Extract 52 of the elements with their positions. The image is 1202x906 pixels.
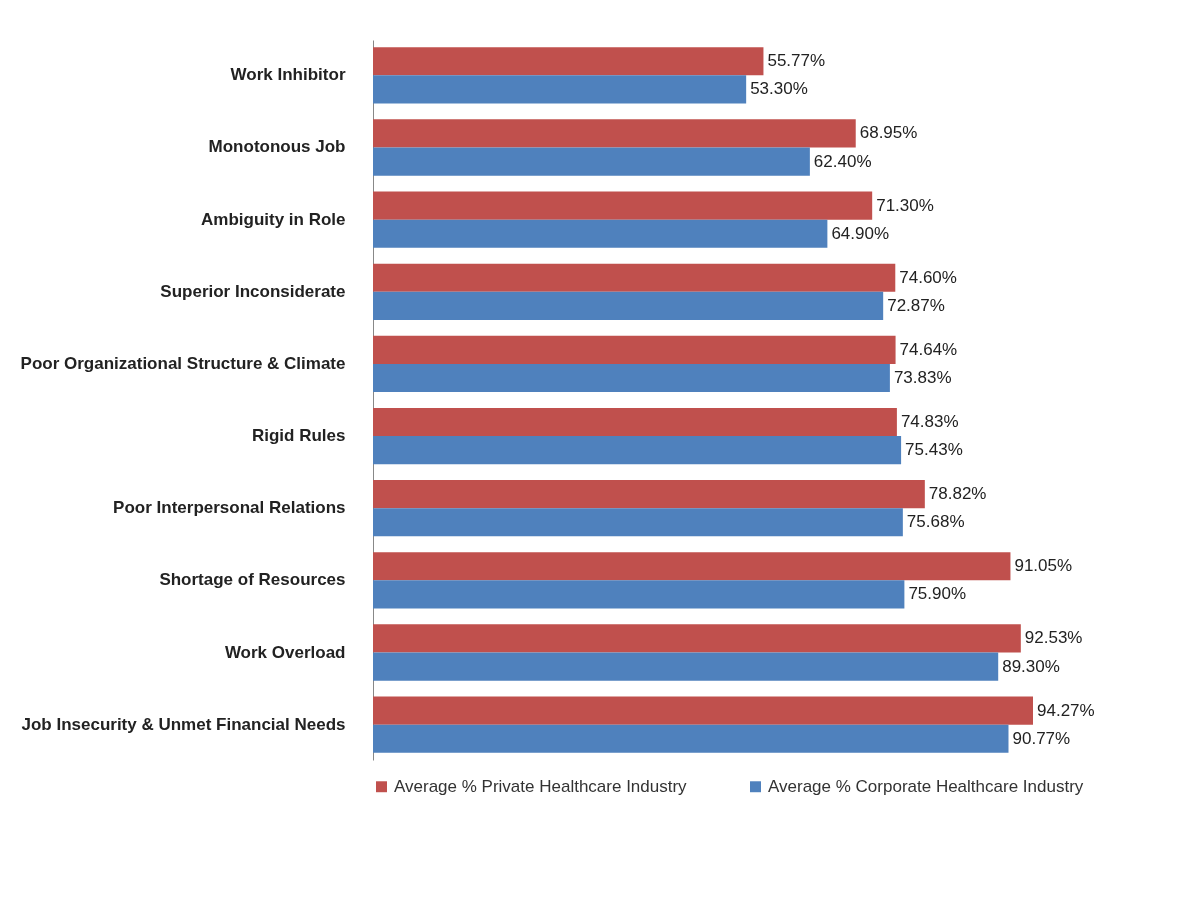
bar [373,652,999,681]
bar [373,291,884,320]
bar [373,508,903,537]
bar [373,624,1021,653]
data-label: 90.77% [1012,728,1071,748]
y-tick-label: Monotonous Job [208,137,346,157]
bar [373,724,1009,753]
data-label: 74.83% [900,412,959,431]
data-label: 68.95% [859,123,918,143]
data-label: 78.82% [928,484,987,504]
data-label: 62.40% [813,151,872,171]
data-label: 74.64% [899,339,958,359]
bar [373,580,905,609]
data-label: 72.87% [887,295,945,315]
data-label: 75.43% [905,440,963,460]
data-label: 74.60% [899,267,957,287]
bar [373,436,902,465]
data-label: 91.05% [1014,556,1073,576]
y-tick-label: Poor Organizational Structure & Climate [20,353,346,373]
bar [373,480,925,509]
data-label: 73.83% [893,368,952,387]
bar [373,75,747,104]
data-label: 92.53% [1024,628,1083,648]
data-label: 53.30% [750,79,808,99]
y-tick-label: Job Insecurity & Unmet Financial Needs [21,714,346,734]
bar [373,219,828,248]
y-tick-label: Poor Interpersonal Relations [113,498,346,518]
bar [373,552,1011,581]
bar [373,191,873,220]
bar [373,119,856,148]
data-label: 94.27% [1037,700,1095,720]
bar [373,263,896,292]
legend-label: Average % Private Healthcare Industry [394,776,688,796]
y-tick-label: Shortage of Resources [159,570,346,590]
bar [373,696,1033,725]
y-tick-label: Rigid Rules [251,426,346,446]
y-tick-label: Superior Inconsiderate [160,281,346,301]
data-label: 64.90% [831,223,890,243]
data-label: 71.30% [876,195,934,215]
data-label: 75.90% [908,584,967,604]
data-label: 75.68% [906,512,965,532]
bar [373,335,896,364]
legend-label: Average % Corporate Healthcare Industry [768,776,1084,796]
bar [373,363,890,393]
y-tick-label: Work Overload [224,642,346,662]
y-tick-label: Work Inhibitor [230,65,346,85]
bar [373,407,897,437]
y-tick-label: Ambiguity in Role [201,209,346,229]
bar [373,147,810,176]
bar [373,47,764,76]
data-label: 89.30% [1002,656,1060,676]
data-label: 55.77% [767,51,826,71]
